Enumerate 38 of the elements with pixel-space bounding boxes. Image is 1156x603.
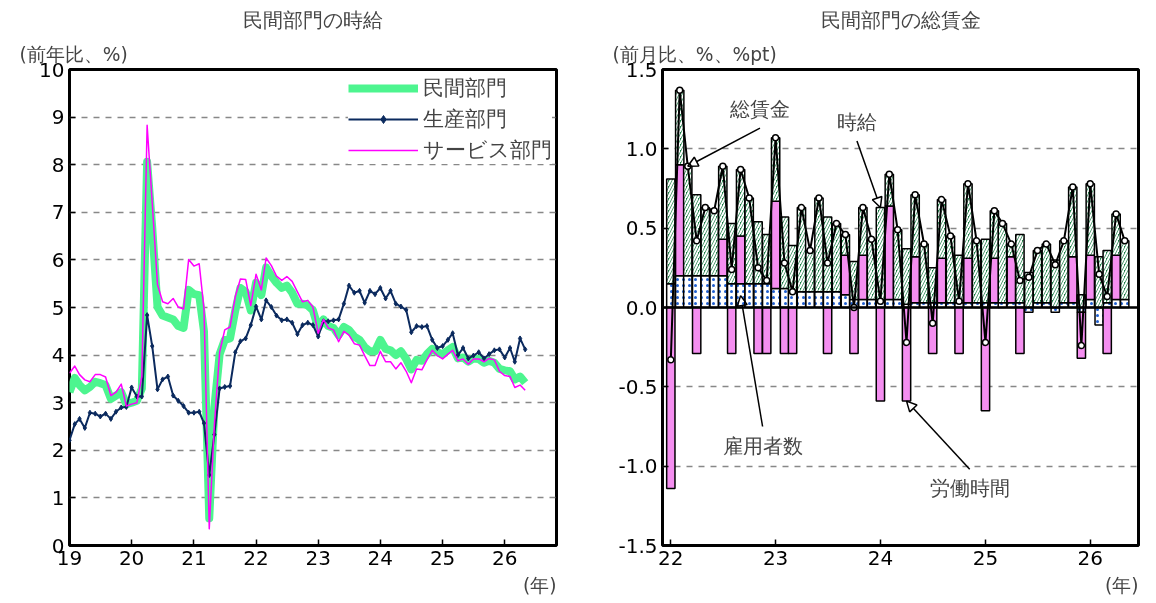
x-tick-label: 25 — [429, 545, 456, 570]
text: 雇用者数 — [722, 433, 803, 458]
x-tick-label: 26 — [492, 545, 518, 570]
legend-label: 生産部門 — [423, 105, 507, 133]
x-tick-label: 24 — [367, 545, 394, 570]
y-tick-label: -1.0 — [618, 454, 658, 479]
y-tick-label: 5 — [51, 295, 65, 320]
chart-title: 民間部門の時給 — [243, 7, 383, 32]
y-tick-label: 1.0 — [625, 136, 658, 161]
x-tick-label: 24 — [867, 545, 894, 570]
x-tick-label: 22 — [658, 545, 684, 570]
y-tick-label: 4 — [51, 343, 65, 368]
x-tick-label: 23 — [762, 545, 789, 570]
y-tick-label: 0.0 — [625, 295, 658, 320]
text: 時給 — [836, 109, 877, 134]
chart-title: 民間部門の総賃金 — [820, 7, 981, 32]
text: 労働時間 — [929, 476, 1010, 501]
y-tick-label: 1 — [51, 485, 65, 510]
x-axis-title: (年) — [1104, 574, 1139, 596]
x-tick-label: 25 — [972, 545, 999, 570]
y-tick-label: 2 — [51, 438, 65, 463]
x-tick-label: 22 — [243, 545, 269, 570]
y-tick-label: 6 — [51, 247, 65, 272]
y-tick-label: 0.5 — [625, 216, 658, 241]
x-axis-title: (年) — [522, 574, 557, 596]
y-tick-label: 8 — [51, 152, 65, 177]
x-tick-label: 23 — [305, 545, 331, 570]
x-tick-label: 26 — [1077, 545, 1103, 570]
legend-label: 民間部門 — [423, 74, 507, 102]
y-tick-label: 3 — [51, 390, 65, 415]
x-tick-label: 20 — [118, 545, 145, 570]
series-label: 総賃金 — [728, 97, 790, 122]
y-tick-label: 7 — [51, 200, 65, 225]
x-tick-label: 21 — [181, 545, 207, 570]
y-tick-label: -0.5 — [618, 374, 658, 399]
y-tick-label: 9 — [51, 105, 65, 130]
y-tick-label: -1.5 — [618, 533, 658, 558]
legend-label: サービス部門 — [423, 136, 552, 164]
